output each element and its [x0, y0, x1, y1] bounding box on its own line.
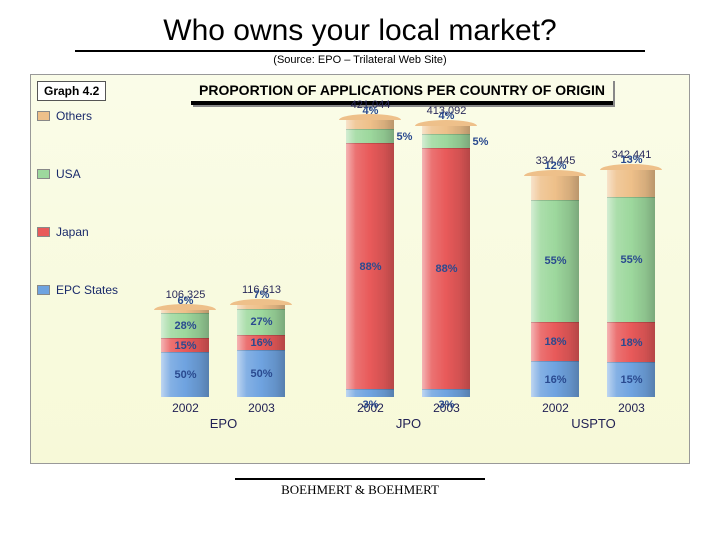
epc-swatch-icon [37, 285, 50, 295]
segment-epc: 50% [161, 352, 209, 397]
segment-japan: 16% [237, 335, 285, 350]
legend-label: USA [56, 167, 81, 181]
group-jpo: 421,0443%88%5%4%2002413,0923%88%5%4%2003… [317, 111, 500, 459]
segment-japan: 18% [607, 322, 655, 362]
bar-cap-icon [600, 164, 662, 170]
segment-epc: 3% [422, 389, 470, 397]
segment-epc: 50% [237, 350, 285, 397]
bar-cap-icon [415, 120, 477, 126]
bar-body: 3%88%5%4% [422, 123, 470, 397]
segment-label: 55% [620, 254, 642, 266]
segment-japan: 18% [531, 322, 579, 362]
segment-label: 16% [250, 337, 272, 349]
bar-year: 2003 [248, 401, 275, 415]
office-label: USPTO [571, 416, 616, 431]
chart-title: PROPORTION OF APPLICATIONS PER COUNTRY O… [191, 79, 613, 105]
segment-label: 3% [363, 399, 379, 411]
bar-cap-icon [524, 170, 586, 176]
segment-label: 18% [544, 336, 566, 348]
legend-item-usa: USA [37, 167, 127, 181]
bar-uspto-2003: 342,44115%18%55%13%2003 [600, 149, 662, 415]
segment-epc: 3% [346, 389, 394, 397]
others-swatch-icon [37, 111, 50, 121]
bar-cap-icon [339, 114, 401, 120]
segment-usa: 27% [237, 309, 285, 335]
segment-label: 18% [620, 337, 642, 349]
source-line: (Source: EPO – Trilateral Web Site) [0, 54, 720, 66]
segment-usa: 5% [346, 129, 394, 143]
bar-epo-2003: 116,61350%16%27%7%2003 [230, 284, 292, 415]
bar-body: 16% 18% 55% 12% [531, 173, 579, 397]
usa-swatch-icon [37, 169, 50, 179]
office-label: JPO [396, 416, 421, 431]
segment-usa: 55% [531, 200, 579, 322]
footer-text: BOEHMERT & BOEHMERT [0, 482, 720, 498]
legend-label: Japan [56, 225, 89, 239]
segment-label: 50% [174, 369, 196, 381]
bars-row: 334,44516%18%55%12%2002342,44115%18%55%1… [524, 111, 662, 415]
bar-cap-icon [230, 299, 292, 305]
segment-label: 5% [396, 131, 412, 143]
bar-body: 15% 18% 55% 13% [607, 167, 655, 397]
bar-year: 2003 [618, 401, 645, 415]
segment-others: 13% [607, 167, 655, 197]
bars-row: 421,0443%88%5%4%2002413,0923%88%5%4%2003 [339, 111, 477, 415]
segment-japan: 88% [346, 143, 394, 389]
office-label: EPO [210, 416, 237, 431]
segment-label: 55% [544, 255, 566, 267]
segment-label: 50% [250, 368, 272, 380]
segment-label: 15% [174, 340, 196, 352]
segment-label: 88% [359, 261, 381, 273]
legend-label: EPC States [56, 283, 118, 297]
segment-label: 3% [439, 399, 455, 411]
group-epo: 106,32550%15%28%6%2002116,61350%16%27%7%… [132, 111, 315, 459]
segment-label: 27% [250, 316, 272, 328]
graph-label: Graph 4.2 [37, 81, 106, 101]
segment-japan: 15% [161, 338, 209, 352]
page-title: Who owns your local market? [75, 0, 645, 52]
bars-row: 106,32550%15%28%6%2002116,61350%16%27%7%… [154, 111, 292, 415]
legend-item-japan: Japan [37, 225, 127, 239]
bar-body: 3%88%5%4% [346, 117, 394, 397]
legend: Others USA Japan EPC States [37, 109, 127, 341]
legend-item-epc: EPC States [37, 283, 127, 297]
segment-label: 16% [544, 374, 566, 386]
bar-year: 2002 [542, 401, 569, 415]
bar-uspto-2002: 334,44516%18%55%12%2002 [524, 155, 586, 415]
legend-item-others: Others [37, 109, 127, 123]
bar-year: 2002 [172, 401, 199, 415]
segment-epc: 16% [531, 361, 579, 397]
segment-label: 15% [620, 374, 642, 386]
chart-groups: 106,32550%15%28%6%2002116,61350%16%27%7%… [131, 111, 686, 459]
bar-epo-2002: 106,32550%15%28%6%2002 [154, 289, 216, 415]
segment-label: 5% [472, 136, 488, 148]
segment-usa: 28% [161, 313, 209, 338]
japan-swatch-icon [37, 227, 50, 237]
bar-jpo-2003: 413,0923%88%5%4%2003 [415, 105, 477, 415]
segment-epc: 15% [607, 362, 655, 397]
bar-body: 50%15%28%6% [161, 307, 209, 397]
segment-usa: 55% [607, 197, 655, 322]
bar-body: 50%16%27%7% [237, 302, 285, 397]
legend-label: Others [56, 109, 92, 123]
segment-japan: 88% [422, 148, 470, 389]
segment-usa: 5% [422, 134, 470, 148]
bar-jpo-2002: 421,0443%88%5%4%2002 [339, 99, 401, 415]
segment-label: 88% [435, 263, 457, 275]
segment-label: 28% [174, 320, 196, 332]
bar-cap-icon [154, 304, 216, 310]
chart-container: Graph 4.2 PROPORTION OF APPLICATIONS PER… [30, 74, 690, 464]
footer-divider [235, 478, 485, 480]
segment-others: 12% [531, 173, 579, 200]
group-uspto: 334,44516%18%55%12%2002342,44115%18%55%1… [502, 111, 685, 459]
